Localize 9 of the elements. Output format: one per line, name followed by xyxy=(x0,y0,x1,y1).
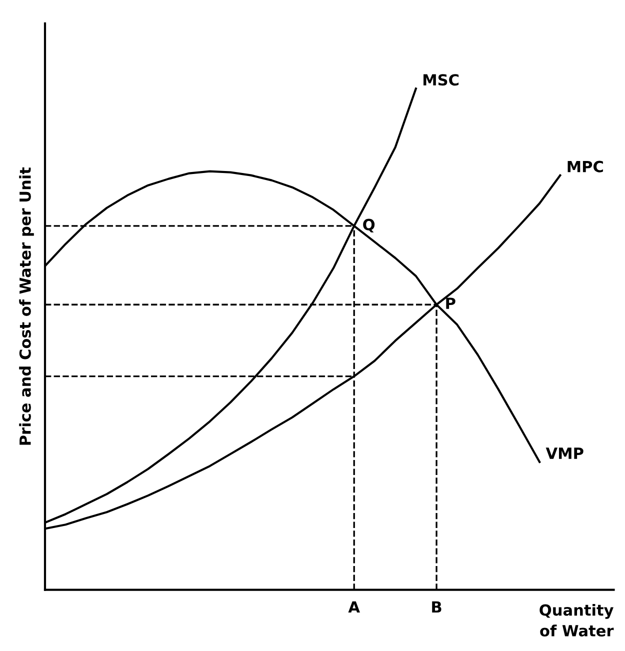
x-axis-title: Quantity of Water xyxy=(540,604,614,636)
series-label: VMP xyxy=(546,448,584,459)
x-tick-label: B xyxy=(432,601,442,613)
y-axis-title: Price and Cost of Water per Unit xyxy=(19,167,34,445)
x-tick-label: A xyxy=(348,601,360,613)
annotation: P xyxy=(446,298,456,309)
series-label: MPC xyxy=(568,160,603,172)
annotation: Q xyxy=(363,218,375,232)
series-label: MSC xyxy=(424,74,459,86)
